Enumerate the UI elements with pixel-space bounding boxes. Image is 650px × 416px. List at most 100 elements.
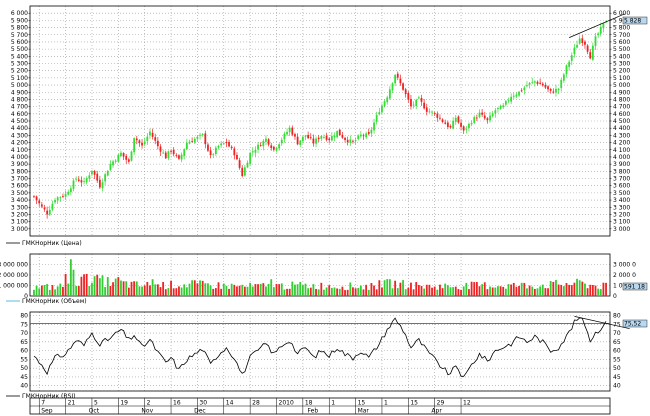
price-tick-left: 3 600 [11, 183, 28, 190]
down-candle [541, 83, 544, 86]
volume-bar [241, 284, 244, 296]
date-tick-label: 28 [252, 400, 260, 407]
volume-bar [106, 277, 109, 296]
volume-bar [375, 289, 378, 296]
down-candle [272, 146, 275, 150]
down-candle [154, 137, 157, 141]
volume-bar [67, 283, 70, 296]
volume-bar [523, 282, 526, 296]
volume-bar [549, 280, 552, 296]
volume-bar [159, 287, 162, 296]
down-candle [341, 134, 344, 138]
date-tick-label: 18 [305, 400, 313, 407]
price-tick-left: 3 200 [11, 211, 28, 218]
volume-bar [317, 289, 320, 296]
up-candle [201, 134, 204, 136]
volume-bar [138, 286, 141, 296]
down-candle [457, 116, 460, 123]
up-candle [286, 131, 288, 135]
up-candle [599, 26, 602, 34]
rsi-legend[interactable]: ГМКНорНик (RSI) [6, 393, 75, 400]
down-candle [539, 82, 542, 84]
up-candle [333, 135, 336, 138]
up-candle [562, 74, 565, 81]
up-candle [254, 149, 257, 153]
price-tick-right: 5 700 [613, 32, 630, 39]
volume-bar [178, 286, 180, 296]
date-tick-label: 30 [199, 400, 207, 407]
volume-bar [38, 288, 41, 296]
volume-bar [457, 289, 460, 296]
date-tick-label: 12 [463, 400, 471, 407]
up-candle [262, 140, 265, 147]
volume-bar [183, 284, 186, 296]
price-legend[interactable]: ГМКНорНик (Цена) [6, 240, 82, 247]
volume-bar [570, 285, 573, 296]
price-tick-right: 4 300 [613, 132, 630, 139]
date-tick-label: 21 [68, 400, 76, 407]
volume-bar [359, 285, 362, 296]
down-candle [462, 126, 465, 131]
date-tick-label: 2 [147, 400, 151, 407]
up-candle [222, 143, 225, 145]
volume-legend[interactable]: ГМКНорНик (Объем) [6, 298, 87, 305]
date-tick-label: 15 [410, 400, 418, 407]
price-tick-right: 3 600 [613, 183, 630, 190]
volume-bar [54, 289, 56, 296]
up-candle [51, 203, 54, 210]
up-candle [301, 136, 304, 142]
up-candle [106, 170, 109, 176]
down-candle [135, 138, 138, 141]
price-tick-left: 4 300 [11, 132, 28, 139]
up-candle [146, 136, 149, 141]
down-candle [420, 98, 423, 102]
up-candle [528, 82, 531, 85]
up-candle [504, 101, 507, 105]
up-candle [117, 154, 120, 162]
volume-bar [581, 281, 584, 296]
volume-bar [381, 287, 383, 296]
price-tick-left: 4 700 [11, 104, 28, 111]
up-candle [112, 161, 114, 166]
volume-bar [104, 287, 107, 296]
price-tick-right: 5 600 [613, 39, 630, 46]
up-candle [69, 188, 72, 193]
down-candle [159, 146, 162, 152]
price-tick-left: 3 000 [11, 226, 28, 233]
volume-bar [378, 280, 381, 296]
gridlines [30, 6, 610, 391]
volume-bar [172, 288, 175, 296]
down-candle [228, 142, 230, 147]
volume-bar [185, 287, 188, 296]
volume-bar [122, 281, 125, 296]
volume-bar [143, 285, 146, 296]
volume-bar [83, 274, 85, 296]
up-candle [130, 151, 133, 161]
down-candle [536, 81, 539, 84]
volume-bar [365, 284, 368, 296]
rsi-trendline [574, 316, 630, 330]
price-tick-left: 5 600 [11, 39, 28, 46]
price-tick-left: 4 800 [11, 96, 28, 103]
volume-bar [373, 285, 375, 296]
up-candle [288, 127, 291, 133]
up-candle [473, 117, 476, 123]
up-candle [383, 101, 386, 107]
price-tick-left: 3 500 [11, 190, 28, 197]
volume-tick-left: 3 000 000 [0, 262, 28, 269]
down-candle [122, 153, 125, 157]
volume-tick-left: 0 [24, 293, 28, 300]
up-candle [330, 135, 333, 141]
price-trendline [568, 13, 625, 38]
price-tick-left: 6 000 [11, 10, 28, 17]
volume-bar [328, 285, 331, 296]
up-candle [381, 105, 383, 113]
volume-bar [349, 282, 352, 296]
up-candle [220, 143, 223, 146]
volume-bar [199, 280, 201, 296]
volume-bar [170, 280, 172, 296]
volume-bar [562, 286, 565, 296]
up-candle [64, 193, 67, 197]
up-candle [280, 139, 283, 144]
price-tick-left: 3 800 [11, 168, 28, 175]
